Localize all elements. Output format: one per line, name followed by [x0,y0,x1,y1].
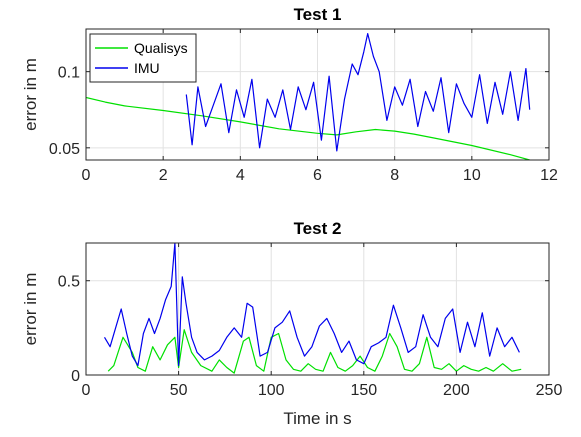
y-tick-label: 0.05 [49,141,80,158]
x-tick-label: 100 [258,382,285,399]
series-line-imu [103,243,520,367]
series-group [86,32,531,160]
x-tick-label: 6 [313,167,322,184]
x-tick-label: 10 [463,167,481,184]
axes-frame [85,242,550,376]
plot-test-1: 0 2 4 6 8 10 12 0.05 0.1 Test 1 error in m Qualisys… [21,5,558,184]
y-axis-label: error in m [21,273,40,346]
legend: Qualisys IMU [89,33,197,83]
legend-label-imu: IMU [134,60,160,76]
x-tick-label: 200 [443,382,470,399]
x-tick-label: 0 [82,167,91,184]
series-line-qualisys [107,329,522,374]
y-axis-label: error in m [21,58,40,131]
y-tick-label: 0 [71,368,80,385]
y-tick-label: 0.1 [58,65,80,82]
x-tick-label: 2 [159,167,168,184]
x-tick-label: 4 [236,167,245,184]
chart-title: Test 1 [294,5,342,24]
chart-title: Test 2 [294,219,342,238]
y-tick-label: 0.5 [58,274,80,291]
legend-box [89,33,197,83]
x-tick-label: 150 [350,382,377,399]
x-axis-label: Time in s [283,409,351,428]
x-tick-label: 250 [536,382,563,399]
legend-label-qualisys: Qualisys [134,40,188,56]
x-tick-label: 50 [170,382,188,399]
x-tick-label: 8 [390,167,399,184]
plot-test-2: 0 50 100 150 200 250 0 0.5 Test 2 error in m Time … [21,219,562,428]
plot-area [86,243,549,375]
series-group [103,243,522,374]
x-tick-label: 12 [540,167,558,184]
series-line-qualisys [86,96,530,160]
series-line-imu [185,32,531,152]
x-tick-label: 0 [82,382,91,399]
